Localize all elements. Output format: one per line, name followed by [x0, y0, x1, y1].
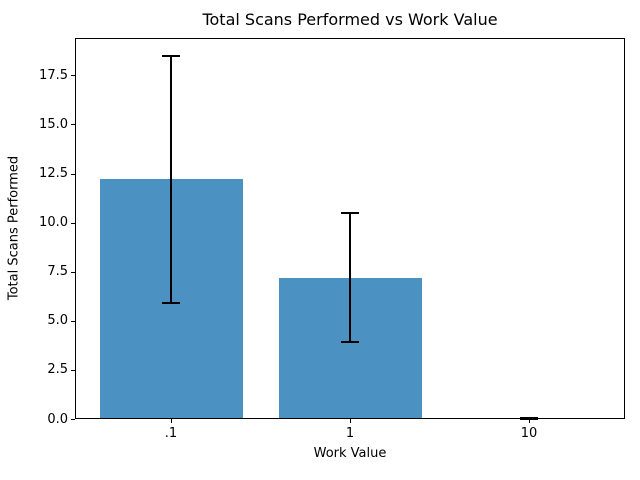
- x-tick-label: 1: [345, 426, 355, 441]
- error-bar-cap-bottom: [162, 302, 180, 304]
- y-tick-mark: [71, 124, 75, 125]
- y-tick-mark: [71, 174, 75, 175]
- x-tick-label: 10: [520, 426, 538, 441]
- x-axis-label: Work Value: [313, 446, 387, 461]
- y-tick-label: 2.5: [47, 362, 68, 377]
- error-bar-line: [349, 213, 351, 343]
- error-bar-line: [170, 56, 172, 303]
- x-tick-mark: [350, 419, 351, 423]
- x-tick-mark: [529, 419, 530, 423]
- x-tick-label: .1: [164, 426, 178, 441]
- y-tick-label: 12.5: [39, 166, 68, 181]
- y-tick-mark: [71, 75, 75, 76]
- y-tick-mark: [71, 223, 75, 224]
- error-bar-cap-top: [341, 212, 359, 214]
- y-tick-label: 5.0: [47, 313, 68, 328]
- error-bar-cap-top: [162, 55, 180, 57]
- y-tick-mark: [71, 370, 75, 371]
- y-tick-label: 7.5: [47, 264, 68, 279]
- y-tick-label: 17.5: [39, 68, 68, 83]
- y-tick-mark: [71, 272, 75, 273]
- error-bar-cap-bottom: [341, 341, 359, 343]
- y-tick-label: 10.0: [39, 215, 68, 230]
- y-tick-mark: [71, 419, 75, 420]
- y-tick-label: 15.0: [39, 117, 68, 132]
- chart-title: Total Scans Performed vs Work Value: [202, 10, 498, 29]
- y-tick-mark: [71, 321, 75, 322]
- y-axis-label: Total Scans Performed: [6, 155, 22, 301]
- x-tick-mark: [171, 419, 172, 423]
- y-tick-label: 0.0: [47, 412, 68, 427]
